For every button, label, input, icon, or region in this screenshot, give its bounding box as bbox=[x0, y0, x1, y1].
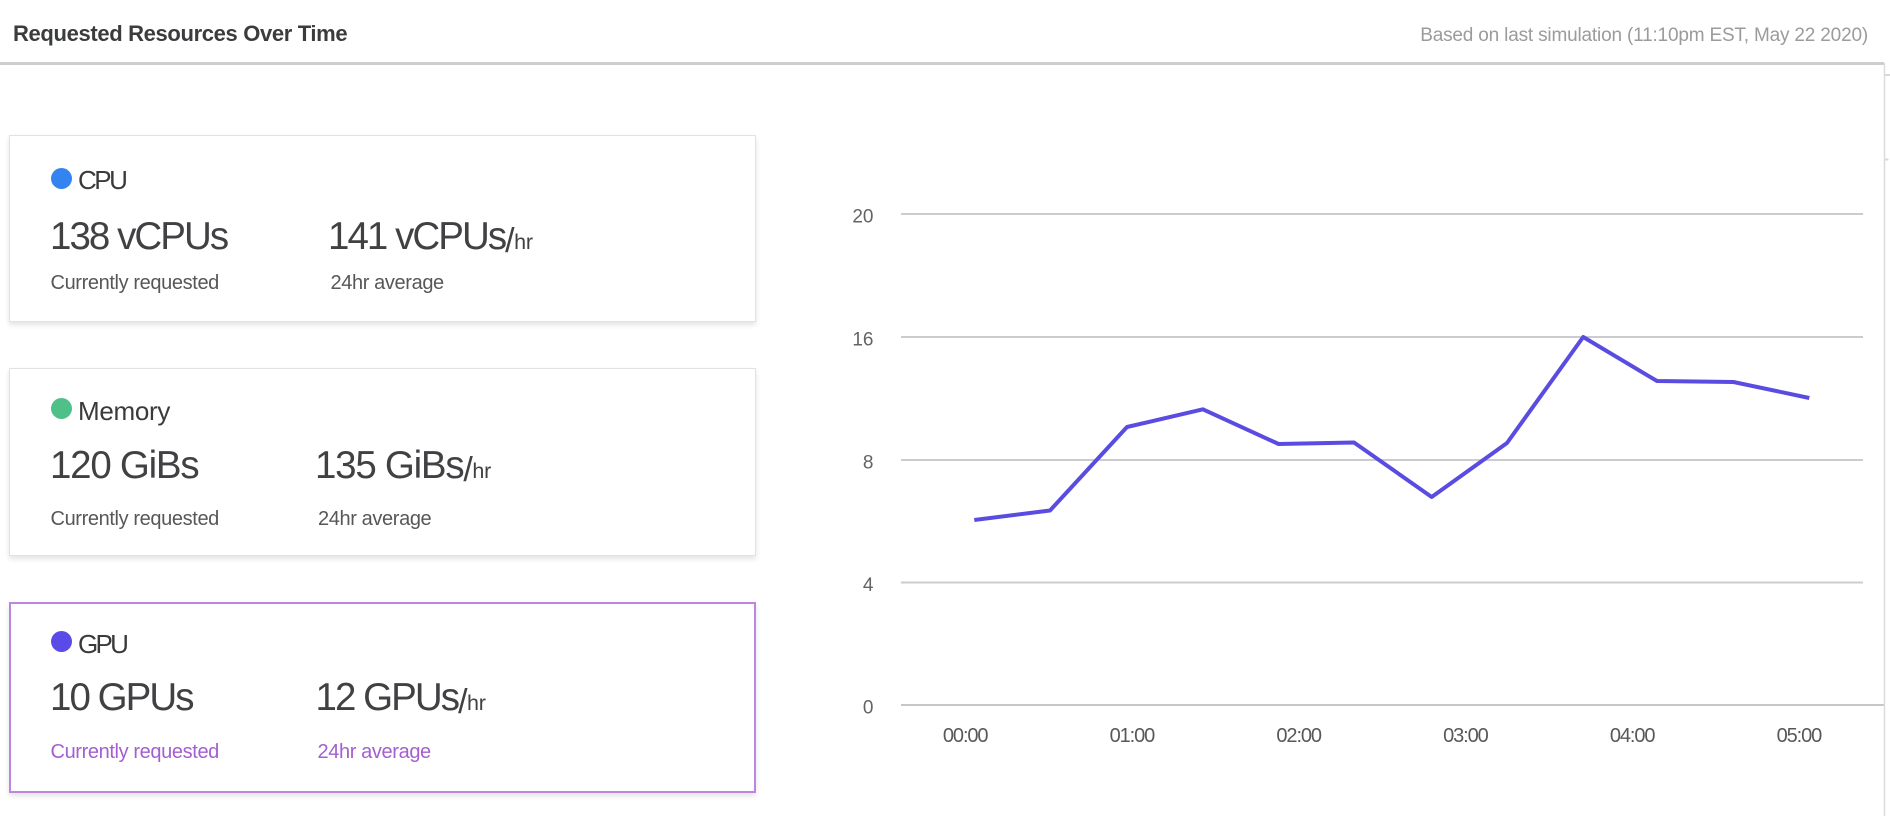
svg-text:01:00: 01:00 bbox=[1110, 725, 1156, 747]
svg-text:03:00: 03:00 bbox=[1443, 725, 1489, 747]
svg-text:00:00: 00:00 bbox=[943, 725, 989, 747]
svg-text:4: 4 bbox=[863, 575, 874, 596]
svg-text:20: 20 bbox=[852, 207, 873, 228]
svg-text:05:00: 05:00 bbox=[1777, 725, 1823, 747]
svg-text:04:00: 04:00 bbox=[1610, 725, 1656, 747]
svg-text:8: 8 bbox=[863, 453, 874, 474]
svg-text:16: 16 bbox=[852, 330, 873, 351]
svg-text:0: 0 bbox=[863, 698, 874, 719]
svg-text:02:00: 02:00 bbox=[1276, 725, 1322, 747]
